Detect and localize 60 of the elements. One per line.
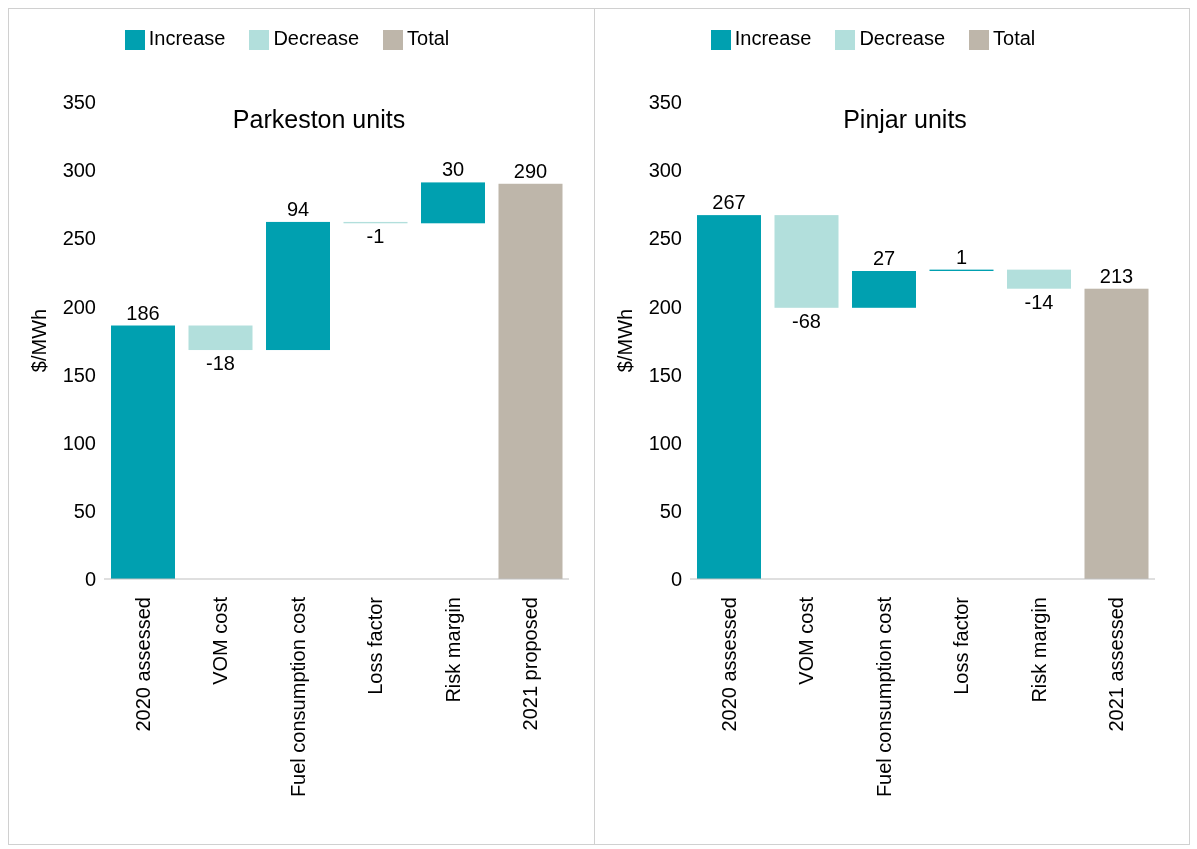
legend-label: Decrease: [859, 27, 946, 49]
data-label: 1: [955, 245, 968, 268]
y-tick-label: 300: [62, 159, 96, 182]
data-label: -14: [1024, 290, 1054, 313]
bar: [1007, 269, 1071, 289]
bar: [498, 183, 563, 579]
x-tick-label: VOM cost: [209, 596, 232, 685]
data-label: 94: [286, 197, 310, 220]
y-tick-label: 350: [62, 91, 96, 114]
x-tick-label: Risk margin: [1027, 597, 1050, 703]
legend-label: Increase: [148, 27, 226, 49]
y-tick-label: 300: [648, 159, 682, 182]
legend-label: Decrease: [273, 27, 360, 49]
data-label: -68: [792, 309, 821, 332]
y-tick-label: 100: [648, 431, 682, 454]
x-tick-label: Loss factor: [364, 596, 387, 695]
data-label: -1: [366, 225, 385, 248]
y-axis-title: $/MWh: [614, 308, 637, 373]
y-tick-label: 0: [670, 568, 682, 591]
legend-label: Total: [407, 27, 450, 49]
data-label: 267: [712, 191, 746, 214]
y-tick-label: 200: [62, 295, 96, 318]
x-tick-label: Loss factor: [950, 596, 973, 695]
y-tick-label: 250: [648, 227, 682, 250]
y-tick-label: 250: [62, 227, 96, 250]
x-tick-label: 2021 assessed: [1105, 597, 1128, 732]
x-tick-label: 2020 assessed: [131, 597, 154, 732]
chart-title: Pinjar units: [842, 105, 968, 134]
bar: [852, 270, 916, 308]
y-axis-title: $/MWh: [28, 308, 51, 373]
x-tick-label: VOM cost: [795, 596, 818, 685]
legend-label: Increase: [734, 27, 812, 49]
chart-title: Parkeston units: [231, 105, 407, 134]
y-tick-label: 100: [62, 431, 96, 454]
data-label: 186: [126, 301, 160, 324]
bar: [697, 215, 761, 579]
data-label: 27: [872, 246, 896, 269]
legend-label: Total: [993, 27, 1036, 49]
data-label: -18: [206, 352, 235, 375]
y-tick-label: 200: [648, 295, 682, 318]
y-tick-label: 50: [73, 499, 96, 522]
data-label: 213: [1099, 264, 1134, 287]
bar: [1084, 288, 1149, 579]
bar: [188, 325, 253, 351]
x-tick-label: 2020 assessed: [717, 597, 740, 732]
data-label: 30: [441, 158, 465, 181]
bar: [421, 182, 485, 224]
y-tick-label: 50: [659, 499, 682, 522]
x-tick-label: Fuel consumption cost: [872, 596, 895, 798]
x-tick-label: Risk margin: [441, 597, 464, 703]
y-tick-label: 150: [648, 363, 682, 386]
x-tick-label: 2021 proposed: [519, 597, 542, 731]
y-tick-label: 350: [648, 91, 682, 114]
y-tick-label: 150: [62, 363, 96, 386]
y-tick-label: 0: [84, 568, 96, 591]
bar: [774, 215, 839, 308]
data-label: 290: [513, 159, 548, 182]
bar: [111, 325, 175, 579]
x-tick-label: Fuel consumption cost: [286, 596, 309, 798]
bar: [266, 221, 330, 351]
